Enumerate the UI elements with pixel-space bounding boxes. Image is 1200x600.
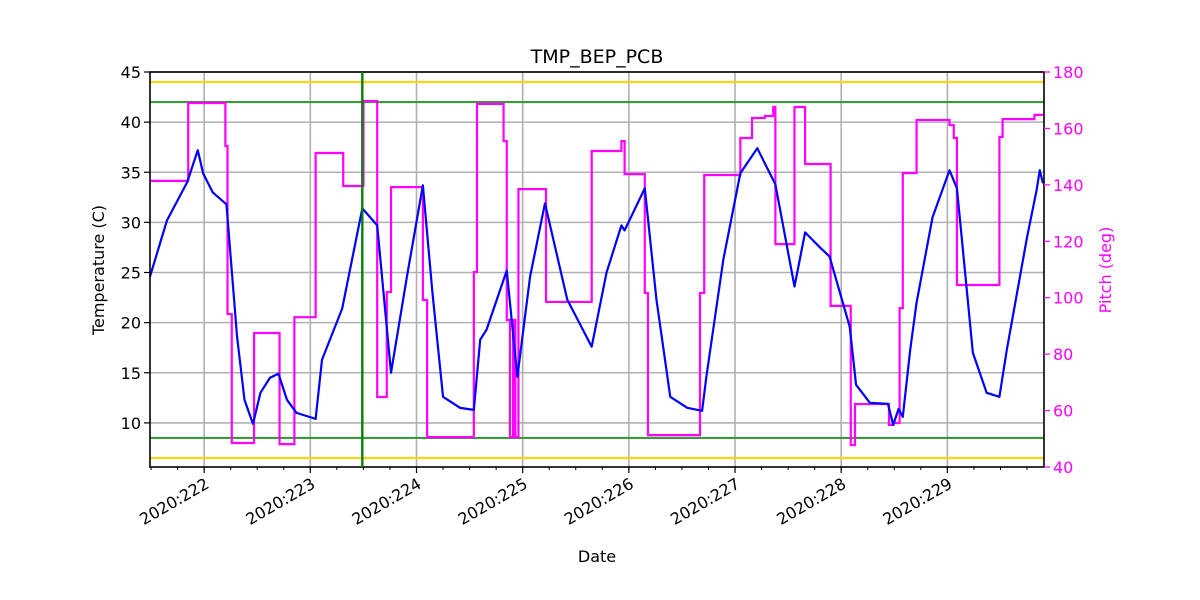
x-tick-label: 2020:228 [773, 474, 849, 529]
x-axis-label: Date [578, 547, 616, 566]
y-axis-label: Temperature (C) [89, 205, 108, 336]
y2-tick-label: 160 [1053, 119, 1084, 138]
y2-tick-label: 100 [1053, 289, 1084, 308]
plot-series [148, 99, 1045, 447]
y2-tick-label: 180 [1053, 63, 1084, 82]
y-tick-label: 15 [121, 364, 141, 383]
x-tick-label: 2020:227 [667, 474, 743, 529]
reference-lines [150, 72, 1044, 467]
y2-tick-label: 120 [1053, 232, 1084, 251]
y-tick-label: 25 [121, 264, 141, 283]
y2-tick-label: 140 [1053, 176, 1084, 195]
grid [150, 71, 1044, 467]
chart-title: TMP_BEP_PCB [530, 46, 664, 68]
temperature-series-line [148, 147, 1045, 426]
y-tick-label: 20 [121, 314, 141, 333]
y-tick-label: 40 [121, 113, 141, 132]
x-tick-label: 2020:224 [349, 474, 425, 529]
y2-axis-label: Pitch (deg) [1096, 227, 1115, 314]
x-tick-label: 2020:226 [561, 474, 637, 529]
y-tick-label: 30 [121, 213, 141, 232]
x-tick-label: 2020:225 [455, 474, 531, 529]
y2-tick-label: 80 [1053, 345, 1073, 364]
y-tick-label: 35 [121, 163, 141, 182]
y-tick-label: 10 [121, 414, 141, 433]
y2-tick-label: 60 [1053, 402, 1073, 421]
x-tick-label: 2020:223 [242, 474, 318, 529]
plot-frame [149, 71, 1045, 468]
pitch-series-line [150, 99, 1044, 447]
y-tick-label: 45 [121, 63, 141, 82]
x-tick-label: 2020:229 [879, 474, 955, 529]
y2-tick-label: 40 [1053, 458, 1073, 477]
x-tick-label: 2020:222 [136, 474, 212, 529]
